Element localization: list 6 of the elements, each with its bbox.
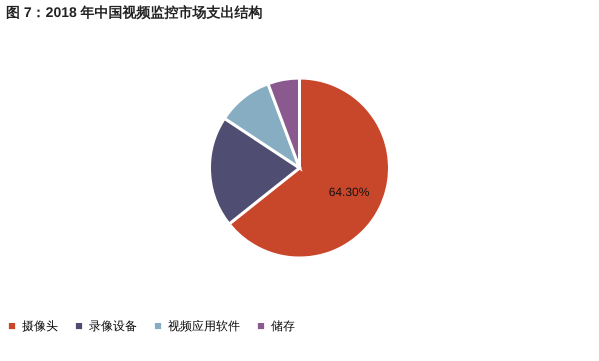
- legend-label: 储存: [271, 319, 295, 334]
- legend-label: 录像设备: [89, 319, 137, 334]
- legend-label: 摄像头: [22, 319, 58, 334]
- legend-label: 视频应用软件: [168, 319, 240, 334]
- chart-title: 图 7：2018 年中国视频监控市场支出结构: [6, 4, 263, 20]
- data-label: 64.30%: [328, 184, 370, 199]
